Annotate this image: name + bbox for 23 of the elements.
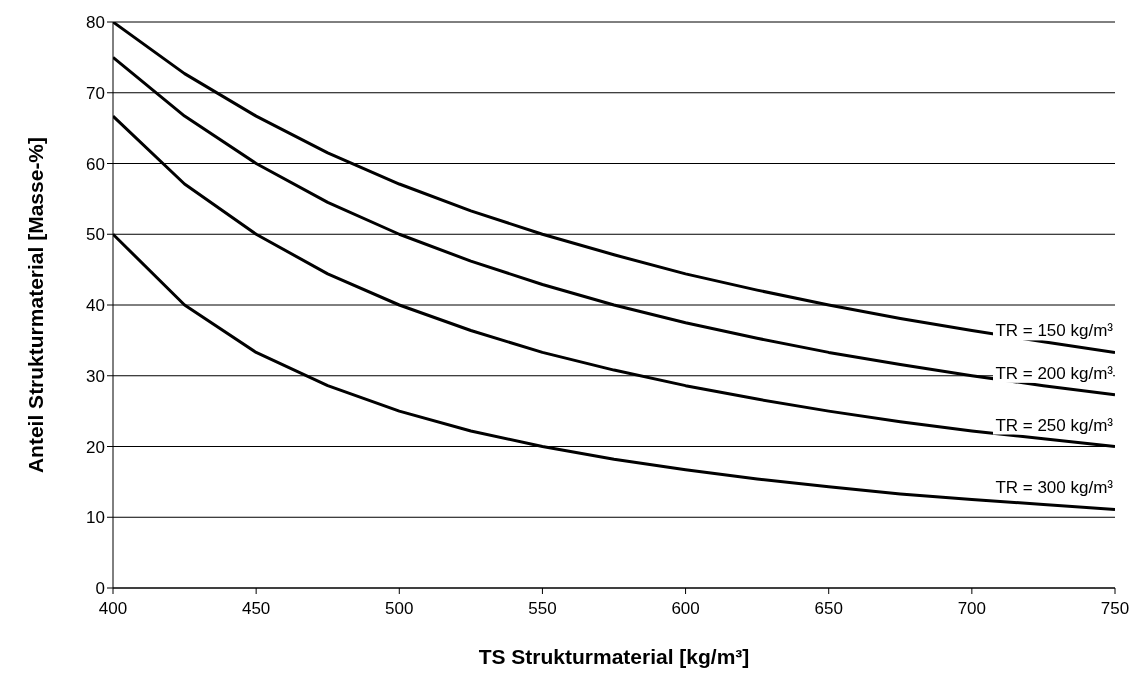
y-tick-label: 60 bbox=[86, 154, 105, 174]
y-axis-title: Anteil Strukturmaterial [Masse-%] bbox=[24, 136, 48, 474]
y-tick-label: 0 bbox=[95, 579, 105, 599]
series-label: TR = 250 kg/m³ bbox=[995, 415, 1114, 435]
y-tick-label: 80 bbox=[86, 13, 105, 33]
x-tick-label: 450 bbox=[241, 599, 271, 619]
x-axis-title: TS Strukturmaterial [kg/m³] bbox=[478, 645, 750, 668]
y-tick-label: 70 bbox=[86, 83, 105, 103]
y-tick-label: 50 bbox=[86, 225, 105, 245]
x-tick-label: 750 bbox=[1100, 599, 1130, 619]
series-label: TR = 200 kg/m³ bbox=[995, 363, 1114, 383]
series-label: TR = 300 kg/m³ bbox=[995, 478, 1114, 498]
y-tick-label: 10 bbox=[86, 508, 105, 528]
y-tick-label: 40 bbox=[86, 296, 105, 316]
x-tick-label: 600 bbox=[671, 599, 700, 619]
y-tick-label: 30 bbox=[86, 366, 105, 386]
x-tick-label: 550 bbox=[528, 599, 557, 619]
x-tick-label: 400 bbox=[98, 599, 128, 619]
series-label: TR = 150 kg/m³ bbox=[995, 321, 1114, 341]
x-tick-label: 500 bbox=[385, 599, 414, 619]
y-tick-label: 20 bbox=[86, 437, 105, 457]
x-tick-label: 700 bbox=[957, 599, 987, 619]
x-tick-label: 650 bbox=[814, 599, 843, 619]
